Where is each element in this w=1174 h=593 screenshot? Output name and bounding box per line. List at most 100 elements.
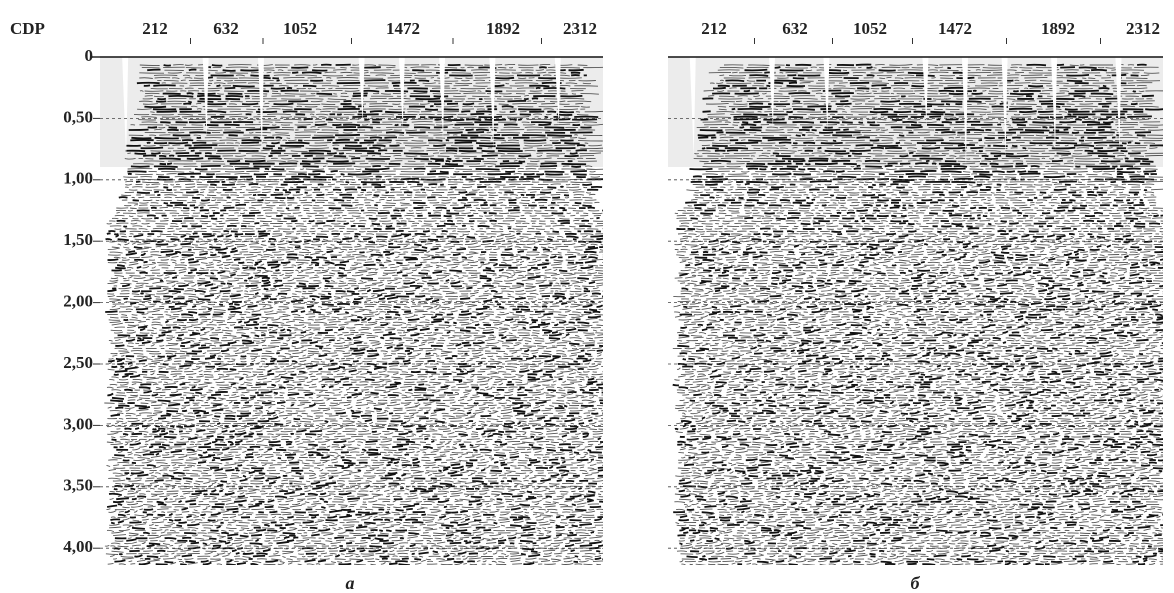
reflector (130, 123, 603, 126)
reflector (682, 364, 1155, 368)
reflector (674, 377, 1136, 381)
reflector (137, 335, 561, 340)
reflector (134, 152, 578, 155)
reflector (172, 133, 572, 137)
reflector (725, 175, 1163, 178)
reflector (712, 403, 1144, 408)
reflector (731, 276, 1145, 281)
reflector (714, 536, 1110, 541)
x-tick-label: 2312 (563, 19, 597, 38)
reflector (679, 435, 1149, 439)
reflector (678, 408, 1162, 413)
reflector (720, 100, 1155, 103)
y-tick-label: 3,00 (63, 414, 93, 433)
reflector (186, 351, 592, 356)
reflector (127, 167, 603, 170)
reflector (746, 465, 1163, 470)
reflector (676, 522, 1155, 527)
reflector (699, 201, 1157, 204)
reflector (677, 533, 1162, 538)
reflector (723, 76, 1148, 80)
reflector (128, 134, 603, 137)
reflector (704, 123, 1163, 126)
reflector (221, 254, 603, 260)
gap (768, 57, 775, 129)
reflector (709, 374, 1050, 379)
reflector (682, 234, 1163, 239)
reflector (247, 89, 503, 93)
reflector (157, 416, 560, 421)
reflector (779, 307, 1159, 312)
reflector (674, 247, 1163, 252)
reflector (701, 449, 1151, 455)
reflector (210, 115, 599, 119)
gap (922, 57, 929, 126)
reflector (711, 554, 1163, 558)
reflector (144, 95, 529, 98)
reflector (680, 551, 1163, 556)
reflector (115, 343, 603, 348)
reflector (106, 463, 603, 468)
reflector (678, 255, 1163, 260)
reflector (714, 288, 1163, 293)
reflector (694, 191, 1155, 194)
reflector (115, 405, 565, 411)
reflector (123, 175, 601, 178)
reflector (157, 79, 596, 82)
reflector (686, 436, 1163, 442)
reflector (676, 217, 1163, 220)
reflector (239, 377, 595, 382)
reflector (696, 126, 1159, 129)
reflector (676, 338, 1163, 343)
reflector (131, 196, 593, 199)
reflector (681, 525, 1151, 530)
x-tick-label: 212 (701, 19, 727, 38)
reflector (124, 426, 578, 431)
reflector (685, 262, 1156, 268)
reflector (680, 494, 1129, 499)
reflector (684, 369, 1163, 374)
reflector (157, 175, 586, 179)
reflector (131, 421, 585, 426)
gap (398, 57, 405, 129)
reflector (129, 364, 603, 369)
seismic-section (668, 57, 1163, 565)
reflector (721, 444, 1141, 449)
reflector (142, 102, 584, 105)
reflector (710, 159, 1154, 163)
reflector (680, 324, 1085, 330)
reflector (135, 180, 502, 184)
reflector (168, 304, 603, 309)
reflector (113, 465, 595, 470)
reflector (690, 199, 1156, 202)
reflector (690, 385, 1162, 389)
reflector (128, 263, 603, 267)
reflector (166, 188, 599, 192)
reflector (128, 559, 603, 564)
reflector (700, 244, 1163, 249)
reflector (141, 115, 569, 119)
axis-title: CDP (10, 19, 45, 38)
reflector (692, 518, 1163, 522)
reflector (714, 149, 1128, 153)
reflector (703, 162, 1136, 165)
reflector (122, 431, 590, 437)
reflector (137, 494, 595, 499)
reflector (153, 74, 570, 77)
reflector (701, 416, 1117, 421)
reflector (690, 515, 1161, 519)
reflector (735, 141, 1141, 145)
reflector (112, 353, 602, 358)
reflector (772, 151, 1141, 155)
reflector (691, 273, 1163, 278)
reflector (681, 244, 1153, 249)
reflector (108, 338, 603, 343)
reflector (268, 481, 598, 486)
reflector (111, 387, 603, 392)
reflector (748, 473, 1135, 478)
reflector (141, 121, 597, 124)
reflector (749, 105, 1110, 108)
reflector (117, 262, 550, 268)
y-tick-label: 1,50 (63, 230, 93, 249)
x-tick-label: 212 (142, 19, 168, 38)
